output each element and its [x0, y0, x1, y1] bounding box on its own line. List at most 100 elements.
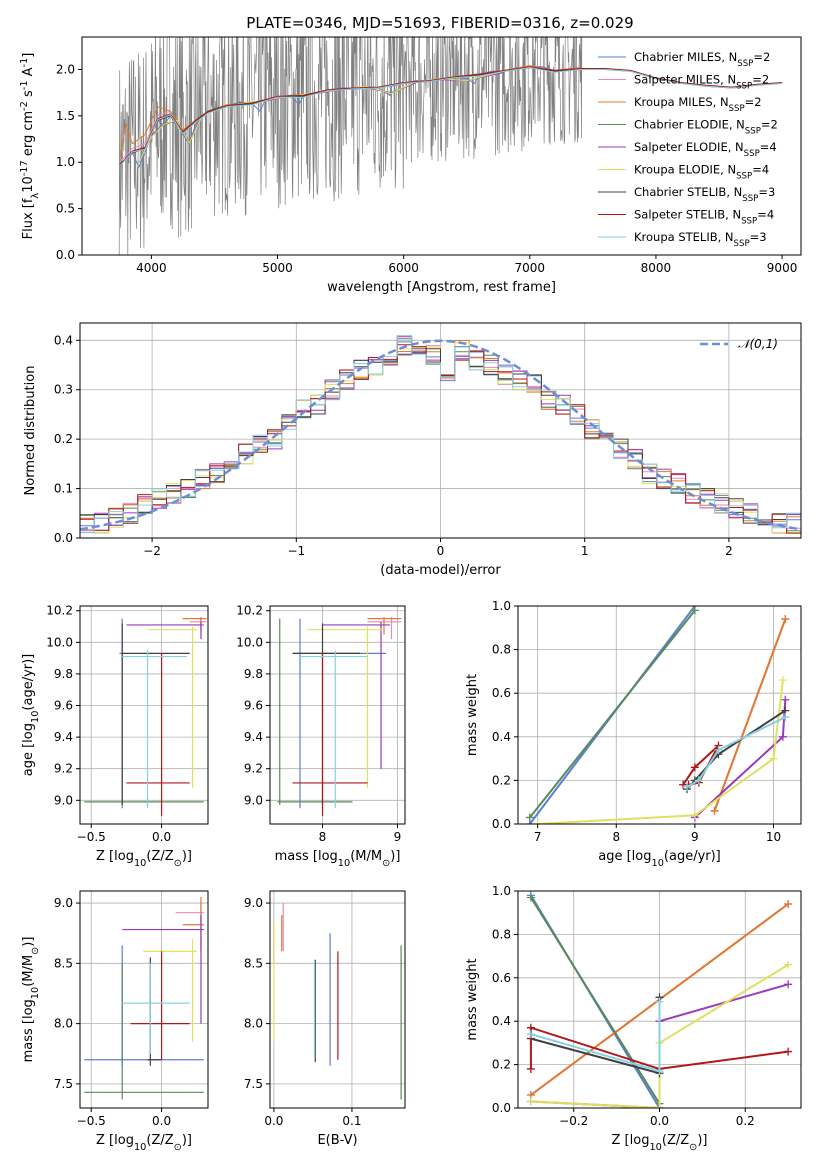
label-part: =2 — [745, 95, 762, 109]
plot-area — [526, 891, 793, 1108]
weight-marker — [690, 811, 699, 820]
y-tick-label: 0.2 — [54, 432, 73, 446]
y-tick-label: 8.5 — [54, 956, 73, 970]
label-part: -17 — [19, 160, 30, 176]
y-tick-label: 9.8 — [244, 667, 263, 681]
x-tick-label: 10 — [766, 830, 781, 844]
spectrum-panel: 4000 5000 6000 7000 8000 9000 0.0 0.5 1.0 1.5 2.0 w… — [19, 36, 802, 295]
legend-entry: Salpeter STELIB, NSSP=4 — [634, 208, 774, 227]
weight-line — [537, 679, 784, 824]
y-tick-label: 0.8 — [492, 927, 511, 941]
y-tick-label: 0.4 — [54, 333, 73, 347]
y-tick-label: 8.0 — [54, 1017, 73, 1031]
y-tick-label: 9.4 — [244, 730, 263, 744]
y-tick-label: 0.6 — [492, 971, 511, 985]
y-tick-label: 0.8 — [492, 643, 511, 657]
label-part: )] — [21, 937, 36, 947]
x-tick-label: 0.0 — [650, 1114, 669, 1128]
label-part: 10 — [21, 176, 36, 193]
y-tick-label: 9.0 — [244, 896, 263, 910]
x-axis-label: E(B-V) — [317, 1133, 357, 1148]
legend-entry: Chabrier MILES, NSSP=2 — [634, 50, 770, 69]
x-axis-label: age [log10(age/yr)] — [598, 849, 721, 869]
x-axis-label: Z [log10(Z/Z⊙)] — [96, 849, 192, 869]
label-part: Kroupa STELIB, N — [634, 230, 734, 244]
y-tick-label: 0.2 — [492, 1058, 511, 1072]
weight-marker — [526, 1097, 535, 1106]
plot-area — [277, 617, 402, 817]
y-axis-label: mass [log10(M/M⊙)] — [21, 937, 41, 1063]
plot-area — [525, 606, 790, 824]
weight-line — [529, 609, 696, 819]
weight-marker — [526, 893, 535, 902]
label-part: SSP — [734, 239, 750, 249]
observed-spectrum — [118, 37, 583, 255]
weight-marker — [690, 763, 699, 772]
label-part: (Z/Z — [146, 1133, 173, 1148]
label-part: =4 — [760, 140, 777, 154]
histogram-step — [80, 334, 801, 538]
label-part: =2 — [752, 73, 769, 87]
y-tick-label: 1.0 — [56, 155, 75, 169]
axes-frame — [79, 890, 209, 1109]
x-tick-label: 6000 — [388, 261, 419, 275]
label-part: 10 — [649, 1142, 661, 1153]
label-part: mass [log — [21, 999, 36, 1062]
x-tick-label: 9 — [394, 830, 402, 844]
label-part: =4 — [757, 208, 774, 222]
label-part: Chabrier ELODIE, N — [634, 118, 745, 132]
label-part: SSP — [729, 104, 745, 114]
age-vs-metallicity-panel: −0.5 0.09.09.29.49.69.810.010.2Z [log10(Z… — [21, 604, 209, 869]
weight-marker — [784, 900, 793, 909]
weight-marker — [714, 745, 723, 754]
weight-marker — [781, 713, 790, 722]
y-tick-label: 0.5 — [56, 202, 75, 216]
label-part: =2 — [761, 118, 778, 132]
plot-area — [84, 617, 207, 817]
x-axis-label: Z [log10(Z/Z⊙)] — [612, 1133, 708, 1153]
label-part: Chabrier STELIB, N — [634, 185, 742, 199]
axes-frame — [269, 890, 406, 1109]
y-tick-label: 0.0 — [492, 1101, 511, 1115]
y-axis-label: age [log10(age/yr)] — [21, 654, 41, 777]
y-tick-label: 0.3 — [54, 383, 73, 397]
label-part: 10 — [30, 711, 41, 723]
weight-marker — [526, 1064, 535, 1073]
y-tick-label: 0.0 — [56, 248, 75, 262]
label-part: Chabrier MILES, N — [634, 50, 737, 64]
weight-marker — [655, 1067, 664, 1076]
y-tick-label: 1.0 — [492, 884, 511, 898]
y-tick-label: 0.6 — [492, 686, 511, 700]
label-part: )] — [697, 1133, 707, 1148]
y-tick-label: 0.1 — [54, 482, 73, 496]
y-tick-label: 8.0 — [244, 1017, 263, 1031]
x-tick-label: 0.0 — [264, 1114, 283, 1128]
x-axis-label: Z [log10(Z/Z⊙)] — [96, 1133, 192, 1153]
legend-entry: Chabrier STELIB, NSSP=3 — [634, 185, 775, 204]
weight-marker — [784, 1047, 793, 1056]
x-tick-label: 9 — [691, 830, 699, 844]
label-part: )] — [182, 1133, 192, 1148]
weight-marker — [533, 820, 542, 824]
y-tick-label: 9.0 — [244, 793, 263, 807]
y-tick-label: 9.2 — [54, 762, 73, 776]
label-part: )] — [182, 849, 192, 864]
plot-area — [84, 897, 204, 1100]
y-tick-label: 9.4 — [54, 730, 73, 744]
label-part: mass weight — [465, 674, 480, 756]
y-tick-label: 9.0 — [54, 896, 73, 910]
mass-vs-metallicity-panel: −0.5 0.07.58.08.59.0Z [log10(Z/Z⊙)]mass [… — [21, 890, 209, 1153]
weight-marker — [710, 806, 719, 815]
label-part: (M/M — [21, 955, 36, 987]
label-part: erg cm — [21, 111, 36, 160]
label-part: s — [21, 90, 36, 101]
label-part: λ — [30, 193, 41, 199]
weight-marker — [781, 615, 790, 624]
x-axis-label: wavelength [Angstrom, rest frame] — [327, 280, 556, 295]
x-tick-label: 8000 — [641, 261, 672, 275]
label-part: =2 — [753, 50, 770, 64]
label-part: Salpeter MILES, N — [634, 73, 736, 87]
